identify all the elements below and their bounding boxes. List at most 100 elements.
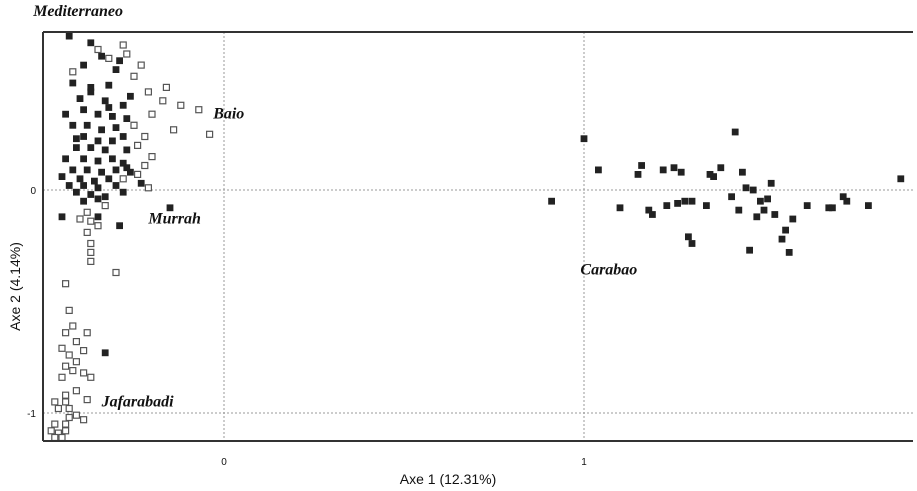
- data-point: [94, 157, 102, 165]
- data-point: [685, 233, 692, 241]
- data-point: [65, 182, 73, 189]
- data-point: [170, 126, 178, 134]
- data-point: [98, 52, 105, 60]
- data-point: [865, 202, 872, 210]
- data-point: [677, 168, 685, 176]
- data-point: [65, 413, 73, 422]
- data-point: [79, 347, 88, 355]
- data-point: [83, 208, 91, 216]
- data-point: [141, 132, 149, 141]
- y-tick-label: -1: [27, 409, 36, 420]
- data-point: [58, 433, 66, 442]
- x-tick-label: 0: [221, 457, 227, 468]
- data-point: [109, 113, 116, 120]
- data-point: [839, 193, 847, 201]
- data-point: [739, 168, 746, 176]
- data-point: [87, 217, 95, 225]
- data-point: [144, 184, 152, 192]
- data-point: [65, 404, 73, 413]
- data-point: [843, 197, 851, 205]
- data-point: [616, 204, 624, 212]
- data-point: [94, 195, 102, 203]
- x-tick-label: 1: [581, 457, 587, 468]
- data-point: [829, 204, 836, 212]
- data-point: [137, 179, 145, 187]
- data-point: [76, 175, 84, 183]
- data-point: [69, 121, 77, 129]
- labels: Axe 1 (12.31%) Axe 2 (4.14%) 0 1 0 -1 Medite…: [7, 3, 637, 487]
- data-point: [634, 170, 642, 178]
- data-point: [785, 248, 793, 256]
- data-point: [148, 153, 156, 161]
- data-point: [94, 110, 102, 118]
- data-point: [65, 351, 73, 359]
- data-point: [51, 433, 59, 442]
- data-point: [134, 141, 142, 149]
- data-point: [119, 175, 127, 183]
- data-point: [742, 184, 750, 192]
- data-point: [98, 126, 105, 134]
- data-point: [87, 39, 95, 47]
- data-point: [101, 193, 109, 201]
- data-point: [73, 188, 80, 196]
- group-label: Carabao: [580, 262, 637, 279]
- data-point: [119, 101, 127, 109]
- data-point: [760, 206, 768, 214]
- data-point: [116, 222, 123, 230]
- data-point: [728, 193, 735, 201]
- data-point: [789, 215, 797, 223]
- data-point: [123, 115, 131, 122]
- data-point: [670, 164, 678, 172]
- data-point: [80, 197, 87, 205]
- data-point: [79, 416, 88, 424]
- data-point: [753, 213, 761, 221]
- data-point: [76, 95, 84, 102]
- data-point: [548, 197, 555, 205]
- data-point: [51, 398, 59, 406]
- data-point: [757, 197, 764, 205]
- data-point: [87, 88, 95, 96]
- data-point: [72, 411, 81, 419]
- data-point: [717, 164, 725, 172]
- data-point: [195, 106, 203, 114]
- data-point: [87, 144, 95, 152]
- reference-lines: [43, 32, 913, 441]
- data-point: [130, 121, 138, 129]
- data-point: [127, 92, 134, 100]
- data-point: [127, 168, 134, 176]
- data-point: [674, 199, 681, 207]
- data-point: [80, 182, 87, 189]
- data-point: [87, 248, 95, 256]
- data-point: [144, 88, 152, 96]
- data-point: [79, 369, 88, 377]
- data-point: [703, 202, 710, 210]
- data-point: [105, 54, 113, 63]
- data-point: [771, 211, 779, 218]
- data-point: [688, 197, 696, 205]
- y-tick-label: 0: [30, 186, 36, 197]
- group-label: Jafarabadi: [101, 393, 175, 410]
- data-point: [119, 188, 127, 196]
- data-point: [80, 61, 87, 69]
- data-point: [731, 128, 739, 136]
- data-point: [159, 97, 167, 105]
- data-point: [119, 159, 127, 167]
- data-point: [123, 164, 131, 172]
- data-point: [897, 175, 905, 183]
- data-point: [112, 66, 120, 73]
- data-point: [65, 32, 73, 40]
- data-point: [94, 137, 102, 145]
- data-point: [94, 213, 102, 221]
- data-point: [681, 197, 689, 205]
- y-axis-title: Axe 2 (4.14%): [7, 242, 23, 331]
- data-point: [116, 57, 123, 65]
- data-point: [62, 110, 69, 118]
- data-point: [87, 191, 95, 198]
- data-point: [101, 202, 109, 210]
- data-point: [87, 257, 95, 265]
- data-point: [80, 106, 87, 114]
- data-point: [61, 329, 70, 337]
- data-point: [119, 133, 127, 140]
- data-point: [69, 322, 77, 330]
- plot-frame: [42, 31, 913, 442]
